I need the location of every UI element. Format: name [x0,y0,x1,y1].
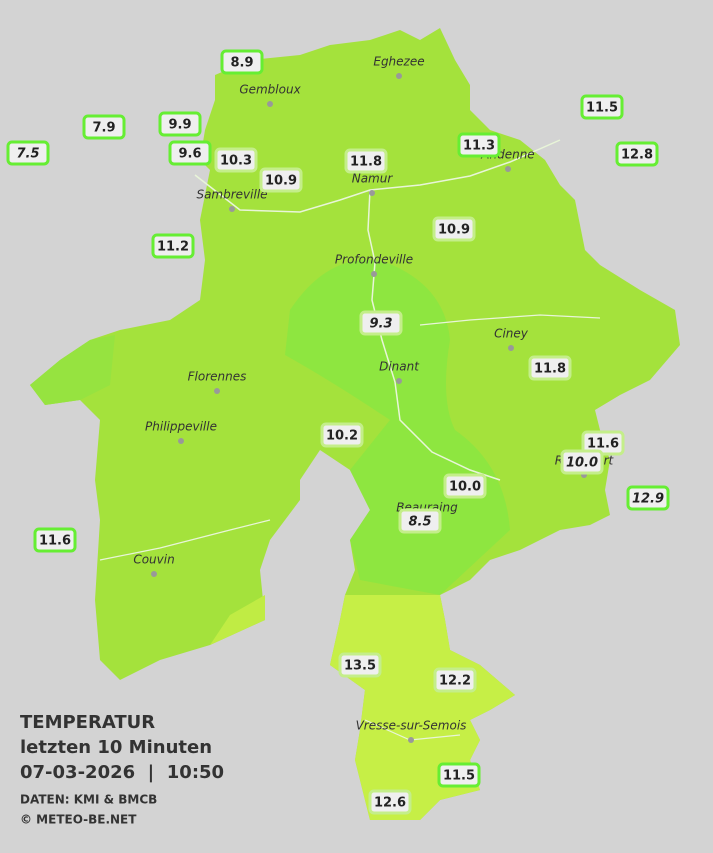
station-value: 10.9 [265,174,297,189]
station-value: 11.2 [157,240,189,255]
stations: 8.9 7.9 9.9 7.5 9.6 10.3 10.9 11.8 11.3 11.5 12.8 1… [6,49,670,815]
city-dot [229,206,235,212]
station-box [220,49,264,75]
station-box [457,132,501,158]
station-value: 11.5 [443,769,475,784]
city-dot [508,345,514,351]
station-box [259,167,303,193]
warm-zone [210,595,265,645]
station-value: 7.9 [92,121,115,136]
city-dot [396,378,402,384]
station-value: 10.0 [449,480,481,495]
station-box [158,111,202,137]
city-dot [369,190,375,196]
city-name: Vresse-sur-Semois [356,719,467,733]
station-value: 11.3 [463,139,495,154]
city-name: Sambreville [196,188,267,202]
city-dot [408,737,414,743]
legend-line: TEMPERATUR [20,712,155,733]
station-box [6,140,50,166]
station-box [398,508,442,534]
station-box [433,667,477,693]
station-box [344,148,388,174]
city-dot [178,438,184,444]
city-dot [151,571,157,577]
station-box [168,140,212,166]
station-value: 11.8 [534,362,566,377]
station-box [214,147,258,173]
station-value: 12.8 [621,148,653,163]
legend-line: DATEN: KMI & BMCB [20,793,157,807]
station-value: 11.8 [350,155,382,170]
station-box [528,355,572,381]
station-box [151,233,195,259]
station-box [82,114,126,140]
city-name: Eghezee [373,55,424,69]
station-box [359,310,403,336]
station-box [580,94,624,120]
station-box [368,789,412,815]
city-name: Namur [352,172,394,186]
station-value: 11.6 [587,437,619,452]
city-name: Philippeville [145,420,217,434]
legend-line: 07-03-2026 | 10:50 [20,762,224,783]
station-value: 10.9 [438,223,470,238]
station-box [615,141,659,167]
city-name: Dinant [379,360,420,374]
station-value: 8.9 [230,56,253,71]
city-name: Gembloux [239,83,301,97]
station-value: 9.9 [168,118,191,133]
station-value: 12.2 [439,674,471,689]
cool-zone [285,260,510,595]
city-dot [505,166,511,172]
station-value: 9.6 [178,147,201,162]
station-box [432,216,476,242]
station-value: 10.0 [566,456,598,471]
station-box [320,422,364,448]
station-value: 11.6 [39,534,71,549]
station-value: 9.3 [369,317,392,332]
station-box [437,762,481,788]
legend: TEMPERATUR letzten 10 Minuten 07-03-2026 |… [20,712,224,827]
city-name: Florennes [188,370,247,384]
legend-line: © METEO-BE.NET [20,813,137,827]
river [367,189,501,481]
station-box [560,449,604,475]
city-dot [267,101,273,107]
station-value: 10.2 [326,429,358,444]
station-value: 10.3 [220,154,252,169]
station-value: 13.5 [344,659,376,674]
station-box [338,652,382,678]
legend-line: letzten 10 Minuten [20,737,212,758]
city-dot [396,73,402,79]
cities: EghezeeGemblouxAndenneNamurSambrevillePr… [133,55,615,743]
city-name: Ciney [494,327,529,341]
city-name: Profondeville [335,253,413,267]
station-value: 7.5 [16,147,39,162]
station-value: 8.5 [408,515,431,530]
city-name: Couvin [133,553,174,567]
station-box [443,473,487,499]
station-value: 12.6 [374,796,406,811]
city-dot [214,388,220,394]
city-dot [371,271,377,277]
station-value: 12.9 [632,492,664,507]
cool-zone [30,335,115,405]
station-box [33,527,77,553]
station-value: 11.5 [586,101,618,116]
station-box [626,485,670,511]
